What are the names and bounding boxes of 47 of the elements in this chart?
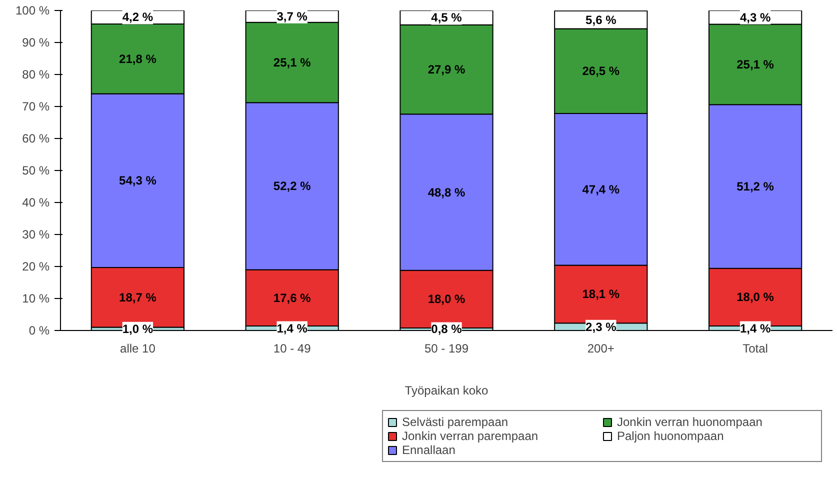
legend-label: Paljon huonompaan [617,429,725,443]
data-label: 17,6 % [273,290,312,305]
data-label: 1,4 % [740,321,771,336]
data-label: 2,3 % [586,320,617,334]
x-tick-label: 50 - 199 [424,342,469,356]
data-label: 47,4 % [582,182,620,196]
data-label: 54,3 % [119,174,157,188]
x-tick-label: 10 - 49 [273,342,312,356]
data-label: 18,7 % [119,290,157,304]
x-tick-label: 200+ [587,342,614,356]
y-tick-label: 20 % [22,260,50,274]
data-label: 1,4 % [276,321,308,336]
data-label: 26,5 % [582,64,620,78]
data-label: 51,2 % [736,180,774,194]
legend-label: Jonkin verran huonompaan [617,415,764,429]
data-label: 21,8 % [119,52,157,66]
data-label: 5,6 % [586,12,617,27]
y-tick-label: 90 % [22,36,50,50]
x-tick-label: alle 10 [120,342,156,356]
legend-label: Selvästi parempaan [402,415,510,429]
y-tick-label: 0 % [28,324,50,338]
x-axis-title: Työpaikan koko [404,384,489,398]
data-label: 4,3 % [740,10,771,24]
data-label: 25,1 % [273,56,312,70]
y-tick-label: 60 % [22,132,50,146]
data-label: 0,8 % [431,322,462,336]
data-label: 18,1 % [582,287,620,302]
x-tick-label: Total [742,342,768,356]
legend-label: Jonkin verran parempaan [402,429,540,443]
data-label: 18,0 % [428,292,466,306]
data-label: 25,1 % [736,57,774,72]
data-label: 3,7 % [276,9,308,24]
y-tick-label: 50 % [22,164,50,178]
data-label: 48,8 % [428,185,466,200]
data-label: 18,0 % [736,290,774,304]
data-label: 4,2 % [122,10,154,24]
data-label: 4,5 % [431,10,462,25]
y-tick-label: 80 % [22,68,50,82]
y-tick-label: 40 % [22,196,50,210]
data-label: 52,2 % [273,179,312,194]
y-tick-label: 70 % [22,100,50,114]
y-tick-label: 100 % [15,4,50,18]
data-label: 27,9 % [428,62,466,77]
y-tick-label: 30 % [22,228,50,242]
y-tick-label: 10 % [22,292,50,306]
data-label: 1,0 % [122,322,154,336]
legend-label: Ennallaan [402,443,456,457]
